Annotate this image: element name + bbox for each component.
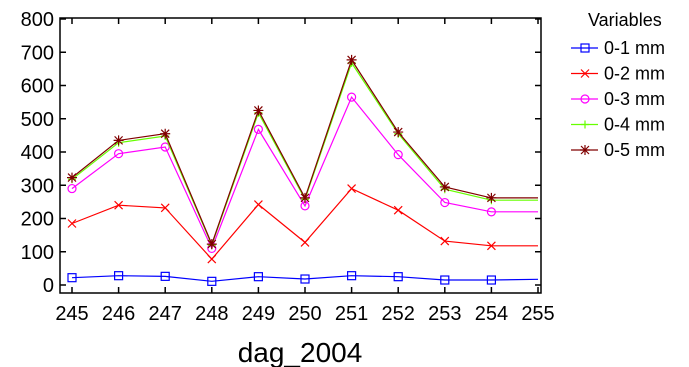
legend-marker: [580, 145, 590, 155]
y-tick-label: 800: [21, 9, 54, 31]
legend-item: 0-4 mm: [571, 115, 665, 135]
data-point: [113, 135, 124, 146]
legend-title: Variables: [588, 10, 662, 30]
legend-label: 0-2 mm: [604, 64, 665, 84]
y-tick-label: 200: [21, 209, 54, 231]
legend: Variables 0-1 mm 0-2 mm 0-3 mm 0-4 mm 0-5 mm: [571, 10, 665, 160]
series-0-2mm: [67, 184, 538, 264]
series-line: [71, 275, 539, 282]
data-point: [253, 124, 263, 134]
series-layer: [67, 54, 539, 286]
y-tick-label: 0: [43, 275, 54, 297]
data-point: [439, 181, 450, 192]
data-point: [300, 238, 310, 247]
y-tick-label: 700: [21, 42, 54, 64]
data-point: [67, 183, 77, 194]
data-point: [160, 142, 170, 152]
y-tick-label: 600: [21, 76, 54, 98]
data-point: [486, 241, 496, 251]
data-point: [67, 273, 77, 283]
legend-label: 0-4 mm: [604, 115, 665, 135]
x-tick-label: 249: [242, 303, 275, 325]
legend-marker: [580, 94, 590, 104]
series-0-1mm: [67, 271, 539, 286]
data-point: [207, 276, 217, 286]
legend-item: 0-5 mm: [571, 140, 665, 160]
series-line: [71, 58, 538, 246]
data-point: [206, 239, 217, 250]
data-point: [300, 274, 310, 284]
data-point: [393, 127, 404, 138]
data-point: [67, 219, 77, 228]
x-tick-label: 250: [288, 303, 321, 325]
x-tick-label: 254: [475, 303, 508, 325]
legend-items: 0-1 mm 0-2 mm 0-3 mm 0-4 mm 0-5 mm: [571, 38, 665, 160]
data-point: [160, 128, 171, 139]
legend-marker: [580, 69, 590, 78]
legend-marker: [580, 43, 590, 53]
legend-item: 0-1 mm: [571, 38, 665, 58]
y-tick-label: 100: [21, 242, 54, 264]
data-point: [160, 271, 170, 281]
data-point: [440, 275, 450, 285]
data-point: [253, 200, 263, 209]
x-axis: 245 246 247 248 249 250 251 252 253 254 255: [55, 18, 555, 325]
data-point: [486, 275, 496, 285]
data-point: [113, 271, 124, 281]
data-point: [300, 192, 310, 203]
x-tick-label: 255: [521, 303, 554, 325]
x-tick-label: 246: [102, 303, 135, 325]
series-0-4mm: [68, 58, 538, 250]
data-point: [393, 205, 403, 215]
x-tick-label: 245: [55, 303, 88, 325]
data-point: [347, 184, 357, 193]
data-point: [486, 192, 497, 203]
data-point: [67, 172, 77, 183]
data-point: [393, 150, 403, 160]
data-point: [347, 271, 357, 281]
x-tick-label: 253: [428, 303, 461, 325]
data-point: [114, 200, 124, 210]
data-point: [346, 54, 357, 65]
series-0-5mm: [67, 54, 538, 250]
x-tick-label: 252: [382, 303, 415, 325]
legend-marker: [581, 120, 589, 129]
legend-item: 0-3 mm: [571, 89, 665, 109]
y-tick-label: 300: [21, 175, 54, 197]
y-tick-label: 400: [21, 142, 54, 164]
data-point: [113, 149, 124, 159]
series-line: [71, 61, 538, 247]
data-point: [253, 272, 263, 282]
data-point: [440, 197, 450, 208]
legend-label: 0-5 mm: [604, 140, 665, 160]
plot-frame: [59, 17, 542, 294]
x-tick-label: 251: [335, 303, 368, 325]
data-point: [160, 203, 170, 213]
legend-item: 0-2 mm: [571, 64, 665, 84]
series-0-3mm: [67, 92, 538, 254]
y-tick-label: 500: [21, 109, 54, 131]
plot-area: [59, 17, 542, 294]
legend-label: 0-3 mm: [604, 89, 665, 109]
data-point: [347, 92, 357, 102]
x-tick-label: 247: [149, 303, 182, 325]
series-line: [71, 95, 538, 250]
data-point: [393, 272, 403, 282]
x-axis-label: dag_2004: [238, 337, 363, 367]
x-tick-label: 248: [195, 303, 228, 325]
data-point: [440, 236, 450, 246]
legend-label: 0-1 mm: [604, 38, 665, 58]
data-point: [207, 254, 217, 264]
y-axis: 0 100 200 300 400 500 600 700 800: [21, 9, 541, 297]
data-point: [253, 105, 264, 116]
data-point: [486, 207, 496, 217]
